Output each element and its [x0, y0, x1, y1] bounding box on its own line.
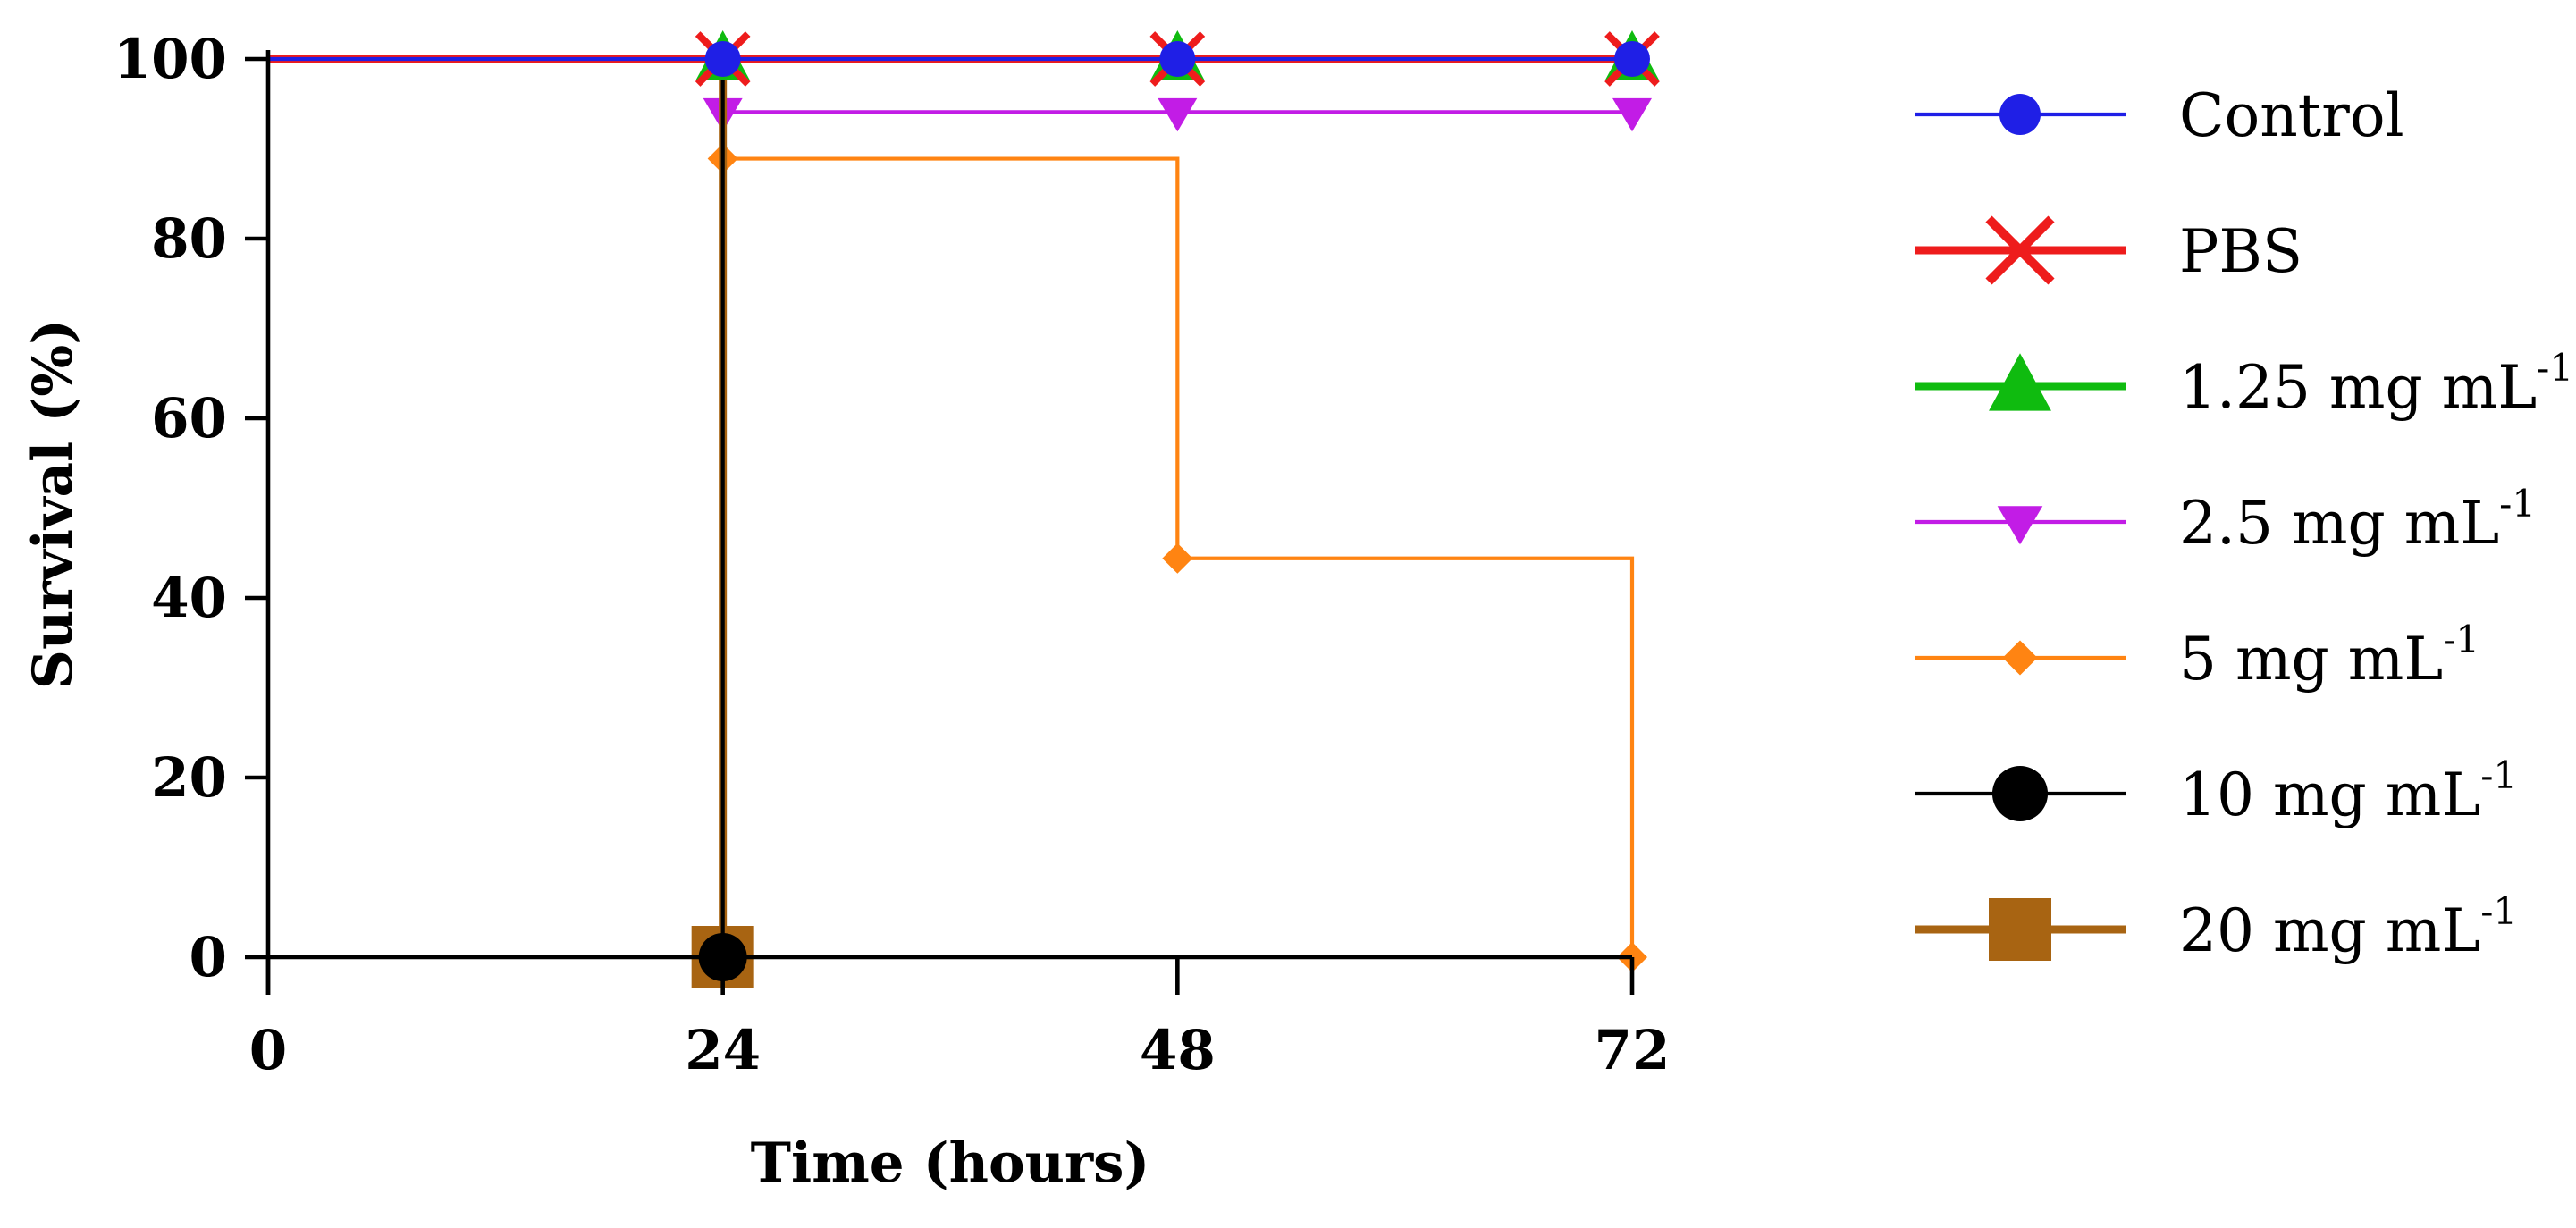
legend-item: 1.25 mg mL-1: [1915, 346, 2573, 422]
legend-marker: [1997, 506, 2043, 545]
legend-label: 5 mg mL-1: [2179, 618, 2479, 694]
data-point: [704, 41, 741, 77]
data-point: [1162, 543, 1193, 574]
series-4: [268, 56, 1652, 132]
y-tick-label: 0: [189, 926, 227, 989]
y-ticks: 0 20 40 60 80 100: [114, 28, 268, 989]
axes: [265, 50, 1632, 995]
legend-marker: [2002, 640, 2038, 676]
y-tick-label: 100: [114, 28, 227, 91]
data-point: [1612, 97, 1652, 132]
series-line: [268, 56, 1632, 114]
series-5: [268, 56, 1647, 972]
legend-item: 10 mg mL-1: [1915, 753, 2517, 829]
legend-marker: [1989, 898, 2051, 961]
legend-label: 20 mg mL-1: [2179, 889, 2517, 965]
legend-label: PBS: [2179, 217, 2302, 286]
x-tick-label: 0: [249, 1019, 287, 1082]
x-tick-label: 72: [1595, 1019, 1671, 1082]
legend-item: Control: [1915, 81, 2404, 150]
data-point: [1614, 41, 1650, 77]
y-tick-label: 40: [151, 567, 227, 630]
series-1: [268, 41, 1650, 77]
legend-marker: [1989, 353, 2051, 411]
data-point: [1158, 97, 1198, 132]
legend-item: PBS: [1915, 215, 2302, 286]
data-point: [1159, 41, 1196, 77]
legend-label: Control: [2179, 81, 2404, 150]
series-line: [268, 56, 725, 957]
y-tick-label: 60: [151, 387, 227, 450]
legend-marker: [1999, 94, 2041, 135]
legend-marker: [1985, 215, 2055, 285]
legend-label: 10 mg mL-1: [2179, 753, 2517, 829]
plot-series: [268, 30, 1660, 988]
series-line: [268, 56, 1635, 957]
y-tick-label: 20: [151, 746, 227, 810]
series-6: [268, 56, 747, 981]
y-tick-label: 80: [151, 207, 227, 271]
legend-label: 2.5 mg mL-1: [2179, 482, 2536, 558]
legend-label: 1.25 mg mL-1: [2179, 346, 2573, 422]
legend: Control PBS 1.25 mg mL-1 2.5 mg mL-1 5 mg mL…: [1915, 81, 2573, 965]
x-axis-title: Time (hours): [751, 1131, 1150, 1195]
y-axis-title: Survival (%): [21, 319, 85, 689]
legend-item: 5 mg mL-1: [1915, 618, 2479, 694]
series-line: [268, 55, 728, 957]
x-ticks: 0 24 48 72: [249, 957, 1671, 1082]
series-7: [268, 55, 754, 988]
x-tick-label: 24: [685, 1019, 761, 1082]
x-tick-label: 48: [1140, 1019, 1216, 1082]
legend-marker: [1991, 765, 2049, 822]
legend-item: 20 mg mL-1: [1915, 889, 2517, 965]
legend-item: 2.5 mg mL-1: [1915, 482, 2536, 558]
